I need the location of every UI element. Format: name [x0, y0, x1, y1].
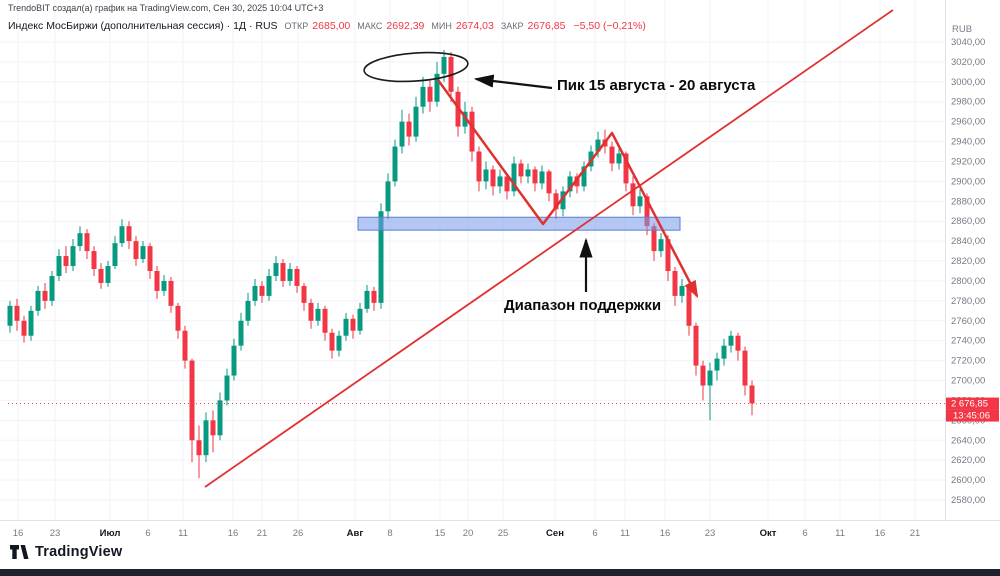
- svg-text:6: 6: [592, 528, 597, 539]
- tradingview-logo-icon: [10, 544, 29, 559]
- svg-text:2940,00: 2940,00: [951, 137, 985, 148]
- close-value: 2676,85: [527, 20, 566, 32]
- support-annotation-label: Диапазон поддержки: [504, 297, 662, 314]
- open-value: 2685,00: [312, 20, 351, 32]
- svg-text:23: 23: [50, 528, 61, 539]
- svg-text:23: 23: [705, 528, 716, 539]
- svg-text:2920,00: 2920,00: [951, 156, 985, 167]
- svg-text:21: 21: [257, 528, 268, 539]
- change-value: −5,50 (−0,21%): [573, 20, 646, 32]
- svg-text:2860,00: 2860,00: [951, 216, 985, 227]
- bottom-strip: [0, 569, 1000, 576]
- support-zone[interactable]: [357, 216, 681, 231]
- svg-text:15: 15: [435, 528, 446, 539]
- time-axis[interactable]: 16 23 Июл 6 11 16 21 26 Авг 8 15 20 25 Сен 6 11 16 23 Окт 6…: [13, 528, 921, 539]
- price-axis[interactable]: 2580,002600,002620,002640,002660,002680,…: [951, 37, 985, 506]
- svg-text:21: 21: [910, 528, 921, 539]
- peak-annotation-label: Пик 15 августа - 20 августа: [557, 77, 756, 94]
- svg-text:16: 16: [228, 528, 239, 539]
- svg-text:2700,00: 2700,00: [951, 376, 985, 387]
- zigzag-path[interactable]: [436, 79, 699, 299]
- svg-text:3000,00: 3000,00: [951, 77, 985, 88]
- svg-text:2780,00: 2780,00: [951, 296, 985, 307]
- svg-text:2580,00: 2580,00: [951, 495, 985, 506]
- candles-group: [7, 49, 755, 479]
- low-label: МИН: [431, 21, 452, 31]
- svg-text:3040,00: 3040,00: [951, 37, 985, 48]
- svg-text:20: 20: [463, 528, 474, 539]
- svg-text:13:45:06: 13:45:06: [953, 411, 990, 422]
- high-value: 2692,39: [386, 20, 425, 32]
- high-label: МАКС: [357, 21, 383, 31]
- svg-text:11: 11: [178, 528, 188, 539]
- chart-canvas[interactable]: 2580,002600,002620,002640,002660,002680,…: [0, 0, 1000, 545]
- svg-text:16: 16: [660, 528, 671, 539]
- svg-text:6: 6: [145, 528, 150, 539]
- grid: [0, 0, 945, 520]
- svg-text:2 676,85: 2 676,85: [951, 399, 988, 410]
- close-label: ЗАКР: [500, 21, 524, 31]
- svg-text:16: 16: [875, 528, 886, 539]
- svg-text:16: 16: [13, 528, 24, 539]
- svg-text:2640,00: 2640,00: [951, 435, 985, 446]
- open-label: ОТКР: [284, 21, 309, 31]
- trendline[interactable]: [204, 9, 894, 488]
- svg-text:2600,00: 2600,00: [951, 475, 985, 486]
- svg-text:2760,00: 2760,00: [951, 316, 985, 327]
- svg-text:2900,00: 2900,00: [951, 176, 985, 187]
- svg-text:2960,00: 2960,00: [951, 117, 985, 128]
- svg-text:2740,00: 2740,00: [951, 336, 985, 347]
- currency-label: RUB: [952, 24, 973, 35]
- chart-attribution: TrendoBIT создал(а) график на TradingVie…: [8, 3, 324, 13]
- svg-text:6: 6: [802, 528, 807, 539]
- svg-text:11: 11: [835, 528, 845, 539]
- svg-text:2980,00: 2980,00: [951, 97, 985, 108]
- svg-text:8: 8: [387, 528, 392, 539]
- svg-text:2840,00: 2840,00: [951, 236, 985, 247]
- svg-text:Июл: Июл: [100, 528, 121, 539]
- symbol-info-bar[interactable]: Индекс МосБиржи (дополнительная сессия) …: [8, 20, 646, 32]
- svg-text:25: 25: [498, 528, 509, 539]
- tradingview-footer[interactable]: TradingView: [10, 544, 122, 560]
- svg-text:2820,00: 2820,00: [951, 256, 985, 267]
- svg-text:2620,00: 2620,00: [951, 455, 985, 466]
- symbol-title[interactable]: Индекс МосБиржи (дополнительная сессия) …: [8, 20, 278, 32]
- peak-arrow: [473, 74, 553, 90]
- svg-text:Сен: Сен: [546, 528, 564, 539]
- peak-ellipse[interactable]: [363, 49, 469, 84]
- svg-text:2720,00: 2720,00: [951, 356, 985, 367]
- low-value: 2674,03: [455, 20, 494, 32]
- svg-text:2880,00: 2880,00: [951, 196, 985, 207]
- svg-text:Окт: Окт: [760, 528, 777, 539]
- svg-text:26: 26: [293, 528, 304, 539]
- svg-text:11: 11: [620, 528, 630, 539]
- svg-text:2800,00: 2800,00: [951, 276, 985, 287]
- tradingview-brand-text: TradingView: [35, 544, 123, 560]
- svg-text:Авг: Авг: [347, 528, 364, 539]
- svg-text:3020,00: 3020,00: [951, 57, 985, 68]
